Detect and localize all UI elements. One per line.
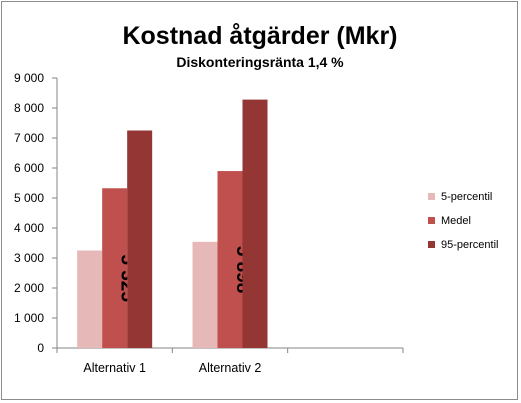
chart-subtitle: Diskonteringsränta 1,4 %	[176, 54, 344, 70]
chart-title: Kostnad åtgärder (Mkr)	[122, 22, 397, 50]
legend-swatch	[428, 217, 435, 224]
bar	[192, 241, 218, 348]
y-tick-label: 2 000	[14, 281, 44, 295]
legend-label: 5-percentil	[441, 191, 492, 203]
y-tick-label: 0	[37, 341, 44, 355]
y-tick-label: 4 000	[14, 221, 44, 235]
legend-label: 95-percentil	[441, 239, 498, 251]
x-category-label: Alternativ 1	[83, 361, 146, 375]
bar	[127, 130, 153, 348]
y-tick-label: 7 000	[14, 131, 44, 145]
y-tick-label: 8 000	[14, 101, 44, 115]
legend-swatch	[428, 241, 435, 248]
y-tick-label: 3 000	[14, 251, 44, 265]
y-tick-label: 5 000	[14, 191, 44, 205]
legend-swatch	[428, 193, 435, 200]
bar	[217, 171, 243, 348]
legend-label: Medel	[441, 215, 471, 227]
bar	[242, 99, 268, 348]
y-tick-label: 9 000	[14, 71, 44, 85]
bar	[77, 250, 103, 348]
y-tick-label: 6 000	[14, 161, 44, 175]
x-category-label: Alternativ 2	[199, 361, 262, 375]
y-tick-label: 1 000	[14, 311, 44, 325]
bar	[102, 188, 128, 348]
